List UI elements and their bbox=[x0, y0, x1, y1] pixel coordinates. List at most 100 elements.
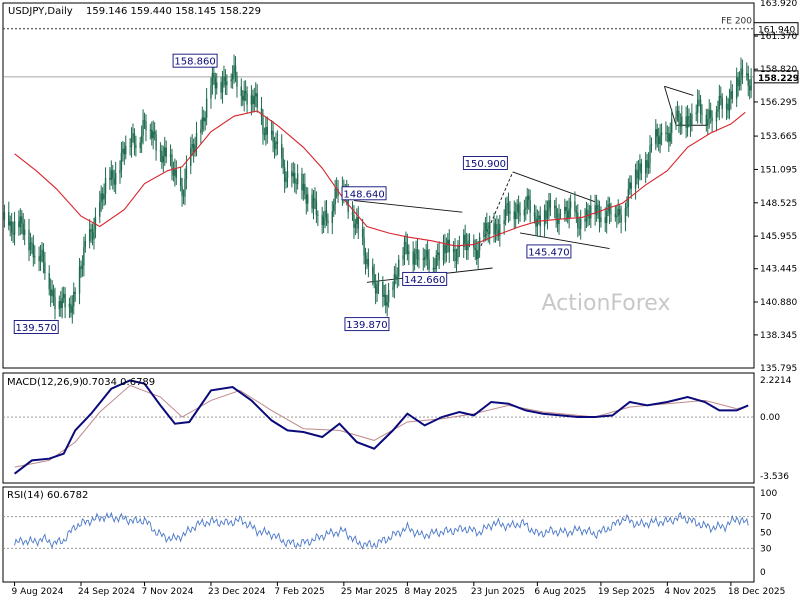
candle-body bbox=[54, 296, 56, 310]
candle-body bbox=[23, 229, 26, 235]
candle-body bbox=[699, 99, 702, 114]
candle-body bbox=[499, 224, 501, 237]
candle-body bbox=[555, 205, 557, 220]
candle-body bbox=[574, 201, 576, 211]
candle-body bbox=[253, 96, 255, 105]
candle-body bbox=[101, 193, 104, 200]
candle-body bbox=[434, 267, 436, 270]
candle-body bbox=[543, 210, 546, 227]
candle-body bbox=[265, 127, 267, 136]
candle-body bbox=[536, 218, 539, 227]
candle-body bbox=[263, 133, 266, 136]
candle-body bbox=[194, 145, 196, 153]
candle-body bbox=[214, 77, 217, 89]
candle-body bbox=[93, 228, 95, 240]
price-annotation-box bbox=[462, 156, 508, 170]
candle-body bbox=[104, 177, 107, 194]
candle-body bbox=[725, 103, 728, 110]
candle-body bbox=[494, 224, 497, 235]
candle-body bbox=[192, 143, 195, 153]
candle-body bbox=[325, 210, 328, 221]
price-tick-label: 145.955 bbox=[760, 232, 797, 242]
price-annotation-label: 150.900 bbox=[465, 159, 506, 170]
candle-body bbox=[152, 131, 154, 139]
price-annotation-box bbox=[402, 271, 448, 286]
rsi-tick-label: 70 bbox=[760, 513, 772, 523]
candle-body bbox=[493, 222, 495, 235]
candle-body bbox=[13, 221, 16, 235]
candle-body bbox=[48, 273, 50, 290]
candle-body bbox=[3, 211, 6, 220]
price-panel-frame bbox=[2, 2, 755, 369]
candle-body bbox=[691, 114, 693, 126]
candle-body bbox=[620, 214, 622, 223]
candle-body bbox=[327, 220, 329, 224]
candle-body bbox=[110, 170, 113, 180]
candle-body bbox=[624, 208, 627, 223]
candle-body bbox=[634, 169, 637, 189]
candle-body bbox=[51, 289, 53, 296]
candle-body bbox=[396, 276, 398, 279]
candle-body bbox=[486, 222, 488, 233]
candle-body bbox=[428, 259, 430, 270]
candle-body bbox=[179, 177, 182, 187]
candle-body bbox=[262, 117, 264, 134]
candle-body bbox=[347, 194, 349, 213]
candle-body bbox=[99, 201, 101, 217]
candle-body bbox=[731, 91, 734, 99]
candle-body bbox=[387, 289, 390, 303]
candle-body bbox=[435, 255, 437, 270]
candle-body bbox=[185, 165, 188, 179]
candle-body bbox=[403, 241, 406, 256]
last-price-tag bbox=[753, 70, 799, 84]
candle-body bbox=[578, 227, 580, 229]
candle-body bbox=[331, 211, 333, 224]
candle-body bbox=[294, 172, 296, 184]
candle-body bbox=[377, 281, 380, 286]
candle-body bbox=[74, 291, 76, 294]
candle-body bbox=[71, 306, 74, 313]
candle-body bbox=[226, 81, 228, 86]
candle-body bbox=[618, 208, 621, 215]
chart-header-ohlc: 159.146 159.440 158.145 158.229 bbox=[86, 6, 261, 17]
candle-body bbox=[548, 200, 550, 212]
candle-body bbox=[191, 143, 193, 148]
candle-body bbox=[630, 182, 632, 189]
rsi-line bbox=[14, 511, 749, 550]
price-annotation-label: 139.870 bbox=[346, 320, 387, 331]
candle-body bbox=[44, 262, 46, 274]
price-tick-label: 151.095 bbox=[760, 165, 797, 175]
macd-line bbox=[13, 379, 749, 475]
candle-body bbox=[366, 259, 368, 264]
trendline bbox=[480, 171, 514, 247]
candle-body bbox=[575, 210, 578, 213]
candle-body bbox=[627, 189, 630, 207]
candle-body bbox=[41, 249, 43, 256]
candle-body bbox=[91, 232, 94, 240]
candle-body bbox=[637, 170, 640, 179]
candle-body bbox=[395, 274, 397, 279]
candle-body bbox=[234, 65, 237, 77]
candle-body bbox=[58, 301, 61, 310]
candle-body bbox=[432, 267, 435, 270]
candle-body bbox=[88, 229, 91, 242]
macd-title: MACD(12,26,9) bbox=[7, 377, 83, 388]
candle-body bbox=[669, 133, 671, 142]
candle-body bbox=[647, 162, 650, 168]
candle-body bbox=[276, 141, 279, 144]
candle-body bbox=[720, 95, 722, 98]
candle-body bbox=[626, 206, 628, 209]
candle-body bbox=[68, 303, 71, 308]
candle-body bbox=[233, 65, 235, 74]
x-tick-label: 6 Aug 2025 bbox=[534, 587, 586, 597]
candle-body bbox=[454, 249, 456, 261]
candle-body bbox=[711, 117, 713, 122]
candle-body bbox=[474, 247, 476, 250]
candle-body bbox=[678, 110, 680, 123]
candle-body bbox=[286, 171, 289, 178]
candle-body bbox=[595, 204, 598, 215]
candle-body bbox=[81, 265, 84, 270]
candle-body bbox=[266, 127, 268, 135]
candle-body bbox=[213, 72, 215, 78]
candle-body bbox=[224, 76, 227, 86]
